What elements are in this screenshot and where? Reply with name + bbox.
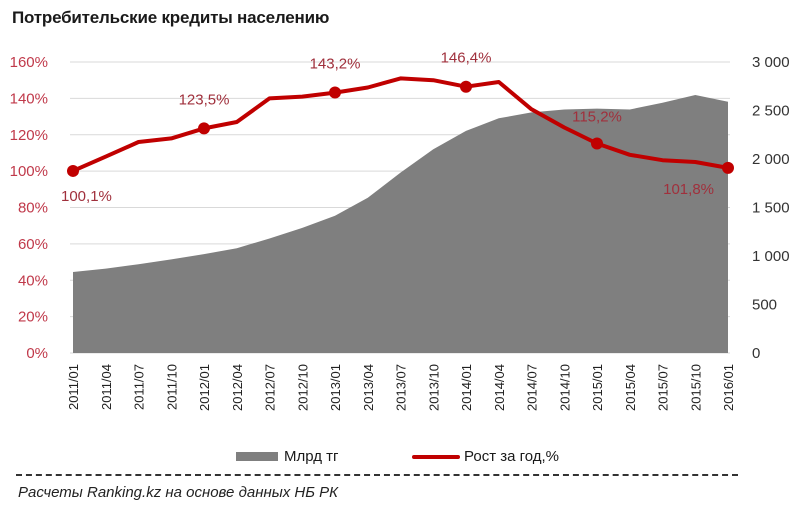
x-axis-tick-label: 2011/01 <box>66 364 81 410</box>
right-axis-tick-label: 0 <box>752 345 760 362</box>
x-axis-tick-label: 2014/01 <box>459 364 474 411</box>
data-label: 146,4% <box>441 50 492 67</box>
x-axis-tick-label: 2015/07 <box>656 364 671 411</box>
left-axis-tick-label: 120% <box>10 127 48 144</box>
line-series-growth <box>71 76 730 173</box>
line-markers <box>67 80 734 177</box>
x-axis-tick-label: 2011/10 <box>164 364 179 410</box>
line-swatch-icon <box>412 454 460 459</box>
left-axis-tick-label: 140% <box>10 90 48 107</box>
left-axis-tick-label: 40% <box>18 272 48 289</box>
area-series-mlrd-tg <box>73 95 728 353</box>
right-axis-tick-label: 2 000 <box>752 151 790 168</box>
data-label: 143,2% <box>310 56 361 73</box>
data-label: 123,5% <box>179 91 230 108</box>
legend-item-area: Млрд тг <box>236 448 339 465</box>
line-marker <box>591 137 603 150</box>
x-axis-tick-label: 2011/07 <box>132 364 147 410</box>
legend-label-line: Рост за год,% <box>464 448 560 465</box>
area-swatch-icon <box>236 452 278 461</box>
left-axis-tick-label: 80% <box>18 200 48 217</box>
data-labels: 100,1% 123,5% 143,2% 146,4% 115,2% 101,8% <box>61 50 714 205</box>
right-axis-tick-label: 2 500 <box>752 103 790 120</box>
x-axis-tick-label: 2013/10 <box>426 364 441 411</box>
x-axis-tick-label: 2016/01 <box>721 364 736 411</box>
x-axis-tick-label: 2015/04 <box>623 364 638 411</box>
chart-plot: 0% 20% 40% 60% 80% 100% 120% 140% 160% 0 500 1 000… <box>10 50 790 411</box>
data-label: 115,2% <box>572 108 622 125</box>
x-axis-tick-label: 2015/10 <box>688 364 703 411</box>
legend: Млрд тг Рост за год,% <box>0 448 800 470</box>
x-axis-tick-label: 2012/04 <box>230 364 245 411</box>
right-axis-ticks: 0 500 1 000 1 500 2 000 2 500 3 000 <box>752 54 790 362</box>
line-marker <box>722 161 734 174</box>
left-axis-tick-label: 0% <box>26 345 48 362</box>
left-axis-tick-label: 20% <box>18 309 48 326</box>
left-axis-tick-label: 100% <box>10 163 48 180</box>
x-axis-tick-label: 2013/04 <box>361 364 376 411</box>
left-axis-ticks: 0% 20% 40% 60% 80% 100% 120% 140% 160% <box>10 54 48 362</box>
right-axis-tick-label: 1 000 <box>752 248 790 265</box>
chart-title: Потребительские кредиты населению <box>12 8 330 27</box>
data-label: 100,1% <box>61 188 112 205</box>
right-axis-tick-label: 500 <box>752 297 777 314</box>
x-axis-tick-label: 2012/10 <box>295 364 310 411</box>
legend-label-area: Млрд тг <box>284 448 339 465</box>
x-axis-tick-label: 2013/07 <box>394 364 409 411</box>
x-axis-tick-label: 2014/04 <box>492 364 507 411</box>
x-axis-tick-label: 2011/04 <box>99 364 114 410</box>
line-marker <box>67 164 79 177</box>
source-note: Расчеты Ranking.kz на основе данных НБ Р… <box>18 484 339 501</box>
x-axis-tick-label: 2015/01 <box>590 364 605 411</box>
x-axis-tick-label: 2012/01 <box>197 364 212 411</box>
x-axis-tick-label: 2014/10 <box>557 364 572 411</box>
x-axis-ticks: 2011/01 2011/04 2011/07 2011/10 2012/01 2012/… <box>66 364 736 411</box>
dashed-divider <box>16 474 738 476</box>
x-axis-tick-label: 2014/07 <box>525 364 540 411</box>
legend-item-line: Рост за год,% <box>412 448 559 465</box>
line-marker <box>460 80 472 93</box>
line-marker <box>198 122 210 135</box>
x-axis-tick-label: 2013/01 <box>328 364 343 411</box>
left-axis-tick-label: 60% <box>18 236 48 253</box>
line-marker <box>329 86 341 99</box>
right-axis-tick-label: 3 000 <box>752 54 790 71</box>
left-axis-tick-label: 160% <box>10 54 48 71</box>
right-axis-tick-label: 1 500 <box>752 200 790 217</box>
x-axis-tick-label: 2012/07 <box>263 364 278 411</box>
data-label: 101,8% <box>663 181 714 198</box>
